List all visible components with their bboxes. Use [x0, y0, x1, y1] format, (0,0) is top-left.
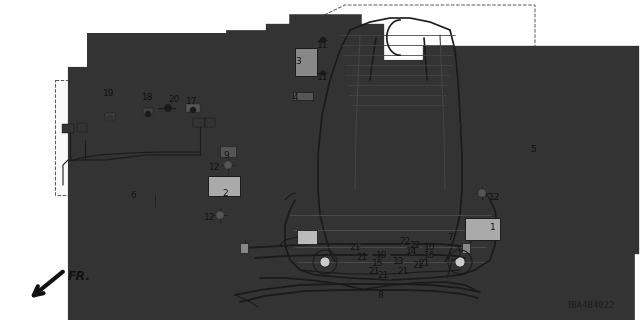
- Bar: [297, 230, 317, 244]
- Text: 10: 10: [424, 244, 435, 252]
- Text: FR.: FR.: [68, 269, 91, 283]
- Text: 21: 21: [397, 267, 409, 276]
- Bar: [77, 123, 87, 132]
- Bar: [205, 118, 215, 127]
- Text: 21: 21: [412, 261, 424, 270]
- Text: 10: 10: [376, 252, 387, 260]
- Text: 4: 4: [293, 92, 299, 101]
- Bar: [105, 113, 115, 120]
- Bar: [240, 243, 248, 253]
- Text: 22: 22: [410, 242, 420, 251]
- Circle shape: [320, 37, 326, 43]
- Text: 8: 8: [377, 291, 383, 300]
- Text: 18: 18: [142, 92, 154, 101]
- Text: 21: 21: [349, 243, 361, 252]
- Circle shape: [387, 275, 392, 279]
- Circle shape: [216, 212, 223, 219]
- Bar: [293, 92, 313, 100]
- Text: 7: 7: [447, 233, 452, 242]
- Text: 20: 20: [168, 95, 179, 105]
- Text: 19: 19: [103, 90, 115, 99]
- Bar: [193, 118, 205, 127]
- Circle shape: [397, 260, 403, 265]
- Circle shape: [455, 257, 465, 267]
- Text: 21: 21: [368, 267, 380, 276]
- Text: TBA4B4022: TBA4B4022: [566, 301, 615, 310]
- Circle shape: [367, 253, 372, 259]
- Circle shape: [321, 70, 326, 76]
- Text: 2: 2: [222, 188, 228, 197]
- Circle shape: [401, 239, 406, 244]
- Bar: [143, 108, 153, 115]
- Circle shape: [410, 250, 415, 254]
- Bar: [55, 80, 245, 195]
- Text: 1: 1: [490, 223, 496, 233]
- Text: 12: 12: [489, 194, 500, 203]
- Text: 21: 21: [356, 252, 368, 261]
- Bar: [62, 124, 74, 133]
- Text: 21: 21: [378, 271, 388, 281]
- Bar: [295, 48, 317, 76]
- Circle shape: [410, 244, 415, 249]
- Bar: [186, 104, 200, 112]
- Text: 9: 9: [223, 150, 229, 159]
- Circle shape: [422, 245, 428, 251]
- Bar: [462, 243, 470, 253]
- Circle shape: [426, 262, 431, 268]
- Text: 5: 5: [530, 146, 536, 155]
- Circle shape: [190, 107, 196, 113]
- Text: 22: 22: [399, 236, 411, 245]
- Text: 3: 3: [295, 57, 301, 66]
- Bar: [465, 218, 500, 240]
- Text: 12: 12: [209, 164, 220, 172]
- Text: 14: 14: [406, 247, 418, 257]
- Text: 12: 12: [204, 213, 215, 222]
- Circle shape: [320, 257, 330, 267]
- Circle shape: [164, 105, 172, 111]
- Circle shape: [378, 269, 383, 275]
- Circle shape: [385, 253, 390, 259]
- Text: 11: 11: [317, 41, 329, 50]
- Circle shape: [376, 260, 381, 266]
- Text: 6: 6: [130, 190, 136, 199]
- Circle shape: [106, 115, 113, 122]
- Circle shape: [355, 244, 360, 249]
- Circle shape: [401, 269, 406, 275]
- Circle shape: [225, 162, 232, 169]
- Text: 15: 15: [372, 259, 384, 268]
- Circle shape: [428, 253, 433, 259]
- Text: 11: 11: [317, 74, 329, 83]
- Text: 21: 21: [419, 260, 430, 268]
- Circle shape: [415, 266, 420, 270]
- Bar: [220, 146, 236, 157]
- Bar: [208, 176, 240, 196]
- Circle shape: [145, 111, 151, 117]
- Text: 16: 16: [424, 252, 436, 260]
- Text: 17: 17: [186, 98, 198, 107]
- Text: 13: 13: [393, 257, 404, 266]
- Circle shape: [479, 189, 486, 196]
